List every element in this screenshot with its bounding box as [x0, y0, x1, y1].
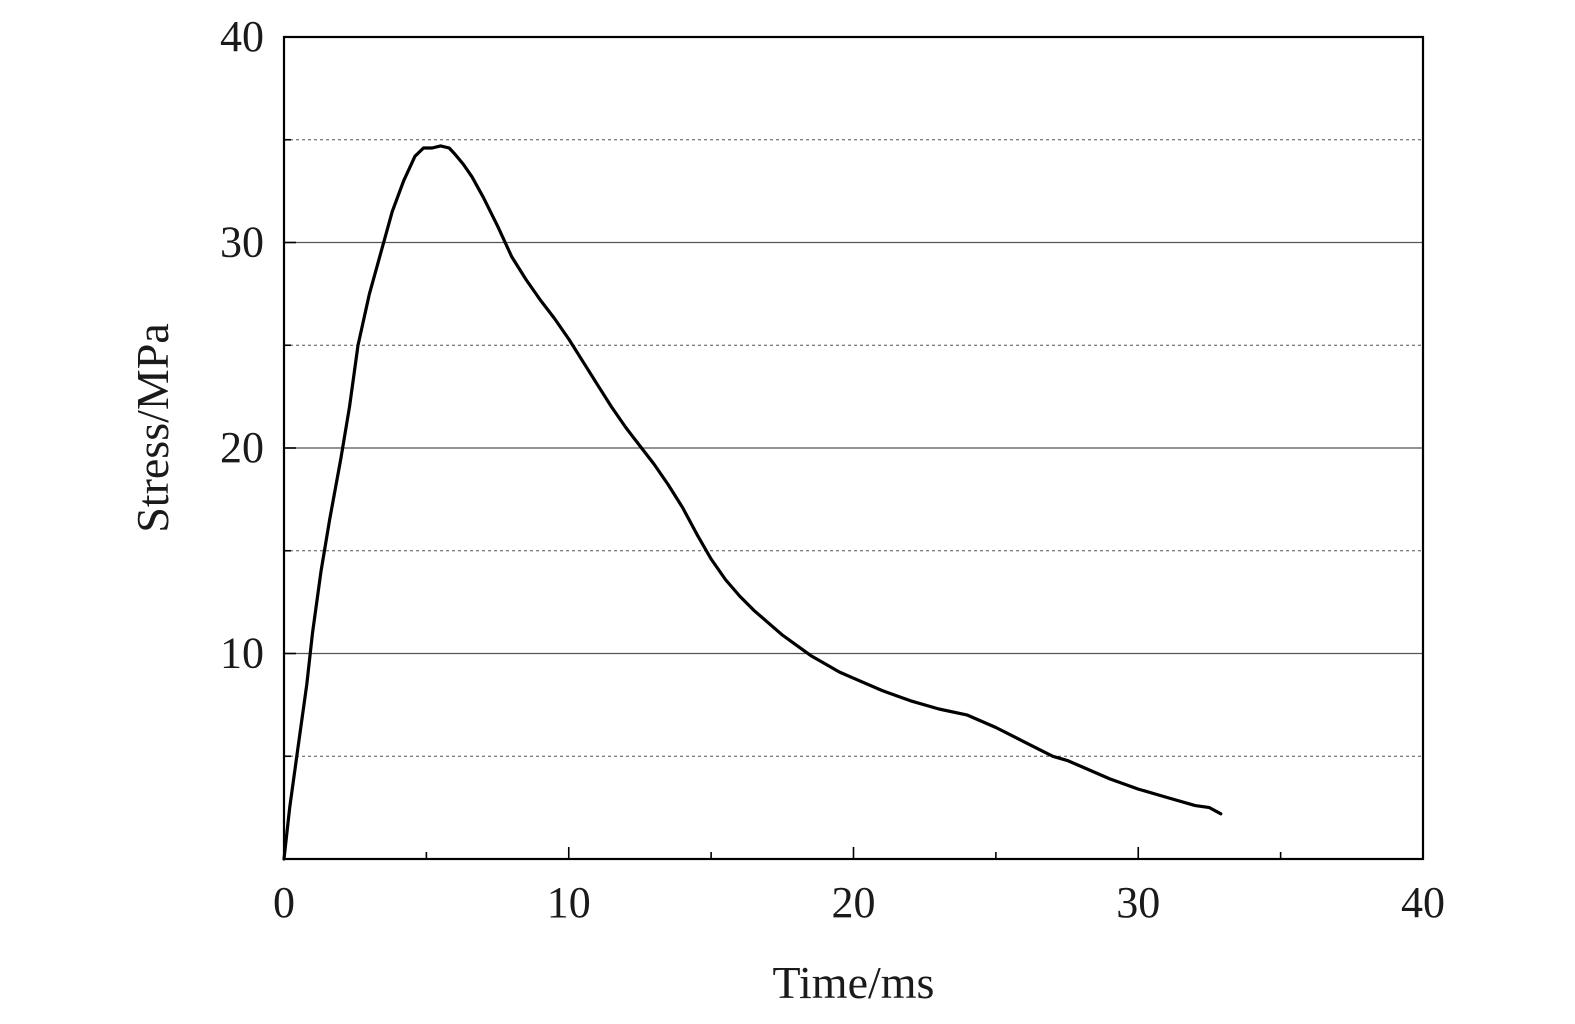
tick-labels: 0 10 20 30 40 10 20 30 40 [220, 12, 1445, 927]
y-axis-label: Stress/MPa [127, 323, 178, 533]
series-line-0 [282, 144, 1223, 861]
x-tick-label-40: 40 [1401, 878, 1445, 927]
y-tick-label-20: 20 [220, 423, 264, 472]
grid-lines [284, 139, 1423, 757]
x-axis-label: Time/ms [773, 957, 935, 1008]
y-tick-label-10: 10 [220, 629, 264, 678]
series-layer [282, 144, 1223, 861]
y-tick-label-30: 30 [220, 218, 264, 267]
x-tick-label-10: 10 [547, 878, 591, 927]
x-tick-label-20: 20 [832, 878, 876, 927]
y-tick-label-40: 40 [220, 12, 264, 61]
x-tick-label-0: 0 [273, 878, 295, 927]
plot-frame [282, 35, 1425, 861]
x-tick-label-30: 30 [1116, 878, 1160, 927]
